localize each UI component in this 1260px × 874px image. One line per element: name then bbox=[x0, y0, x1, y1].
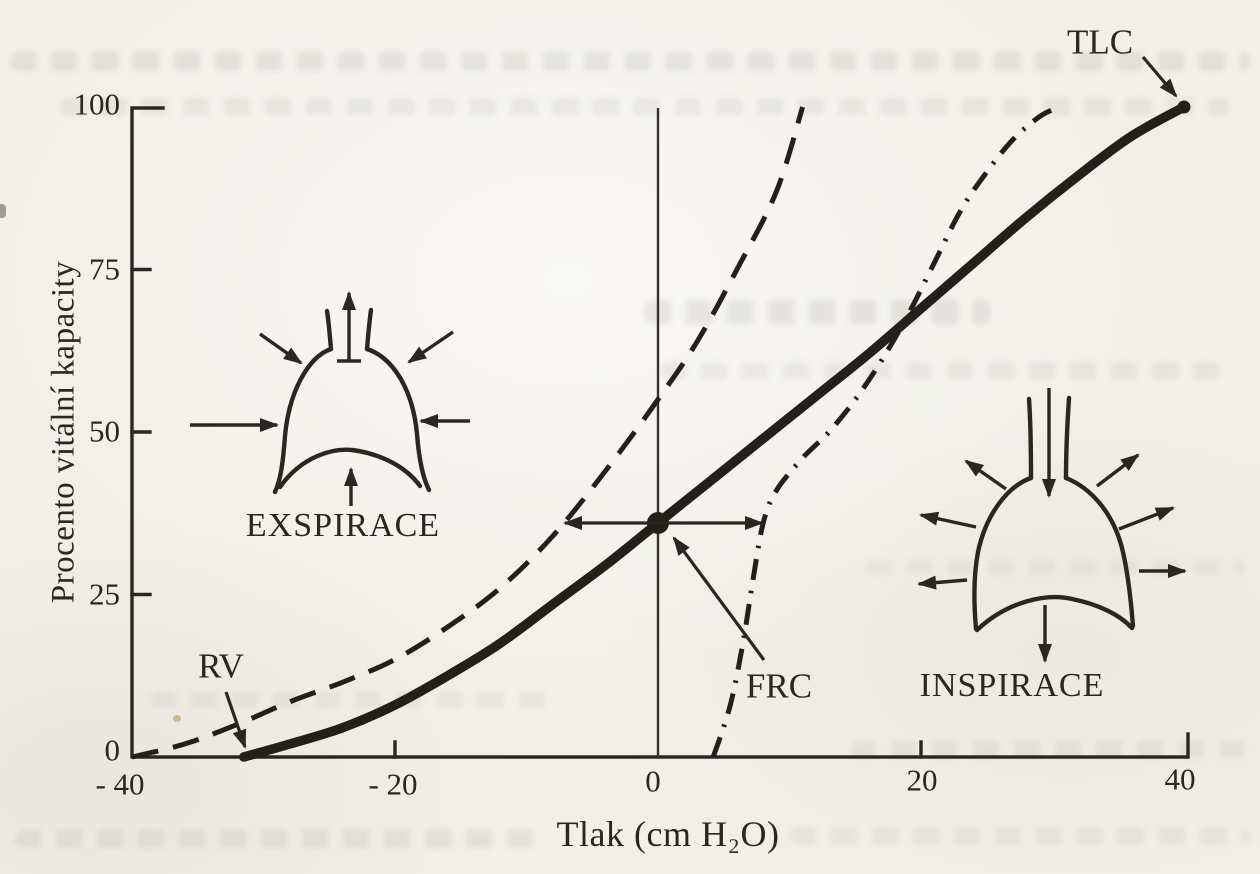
expiration-lung-diagram bbox=[190, 293, 470, 506]
y-tick-75: 75 bbox=[89, 251, 120, 287]
page-bleed-artifact bbox=[10, 52, 1250, 71]
x-tick-neg20: - 20 bbox=[368, 766, 418, 802]
expand-arrow-left-low bbox=[917, 575, 968, 590]
page-bleed-artifact bbox=[790, 828, 1250, 844]
x-tick-20: 20 bbox=[906, 762, 938, 798]
compress-arrow-upper-right bbox=[407, 330, 454, 364]
tlc-curve-end-dot bbox=[1177, 100, 1191, 114]
inspiration-label: INSPIRACE bbox=[919, 667, 1105, 704]
x-axis-ticks bbox=[393, 740, 923, 759]
scan-edge-mark bbox=[0, 204, 6, 218]
page-bleed-artifact bbox=[850, 742, 1250, 758]
expand-arrow-left-mid bbox=[919, 511, 977, 529]
expand-arrow-upper-left bbox=[964, 459, 1007, 491]
y-axis-title: Procento vitální kapacity bbox=[45, 260, 82, 604]
rv-label: RV bbox=[198, 646, 244, 686]
x-tick-0: 0 bbox=[645, 763, 661, 799]
thorax-outline bbox=[272, 346, 432, 495]
inspiration-lung-diagram bbox=[917, 388, 1187, 663]
y-tick-0: 0 bbox=[104, 732, 121, 768]
rv-arrow bbox=[224, 691, 247, 749]
chest-wall-dashed-curve bbox=[131, 106, 805, 760]
expand-arrow-upper-right bbox=[1095, 453, 1140, 488]
y-tick-100: 100 bbox=[73, 86, 121, 122]
annotation-arrows bbox=[224, 55, 1178, 749]
lung-dashdot-curve bbox=[710, 104, 1061, 758]
diaphragm-outline bbox=[974, 594, 1135, 633]
page-bleed-artifact bbox=[150, 692, 550, 707]
expand-arrow-right-mid bbox=[1118, 506, 1175, 531]
x-tick-40: 40 bbox=[1164, 761, 1196, 797]
x-tick-neg40: - 40 bbox=[95, 766, 145, 802]
tlc-arrow bbox=[1141, 55, 1178, 98]
y-tick-50: 50 bbox=[89, 413, 120, 449]
trachea-outline bbox=[324, 307, 374, 352]
page-bleed-artifact bbox=[660, 362, 1220, 379]
airflow-out-arrow bbox=[337, 293, 361, 363]
tlc-label: TLC bbox=[1066, 22, 1134, 62]
y-axis-ticks bbox=[130, 267, 152, 597]
expiration-label: EXSPIRACE bbox=[245, 507, 441, 544]
y-tick-25: 25 bbox=[89, 576, 120, 612]
x-axis-title: Tlak (cm H₂O) bbox=[556, 814, 780, 854]
thorax-outline bbox=[972, 475, 1136, 632]
page-bleed-artifact bbox=[60, 98, 1230, 115]
trachea-outline bbox=[1026, 395, 1072, 481]
frc-label: FRC bbox=[745, 666, 813, 706]
diaphragm-outline bbox=[277, 447, 423, 490]
total-system-solid-curve bbox=[239, 102, 1189, 762]
page-bleed-artifact bbox=[15, 830, 545, 848]
paper-speck bbox=[173, 715, 181, 722]
frc-arrow bbox=[672, 536, 766, 661]
compress-arrow-upper-left bbox=[259, 332, 303, 365]
